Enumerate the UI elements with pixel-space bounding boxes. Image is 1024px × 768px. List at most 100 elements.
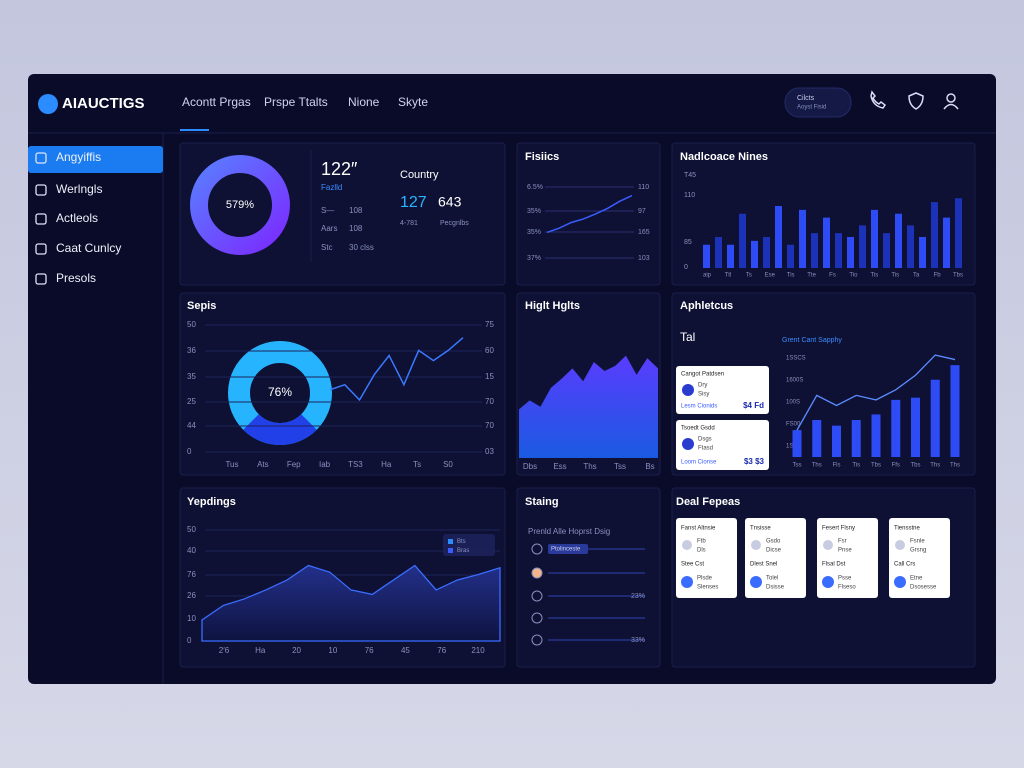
- axis-label: 75: [485, 320, 494, 329]
- card-row: Ftb: [697, 539, 706, 545]
- panel: [516, 142, 661, 286]
- bar: [739, 213, 746, 268]
- line-series: [546, 194, 633, 234]
- bar: [891, 399, 901, 457]
- card-row: Dry: [698, 383, 707, 389]
- axis-label: Fls: [833, 463, 841, 469]
- nav-tab[interactable]: Prspe Ttalts: [264, 95, 328, 109]
- bar: [787, 244, 794, 268]
- axis-label: Ths: [950, 463, 960, 469]
- bar: [799, 209, 806, 268]
- sidebar-active[interactable]: [28, 146, 163, 173]
- panel: [179, 292, 506, 476]
- axis-label: Fs: [829, 273, 836, 279]
- nav-tab[interactable]: Skyte: [398, 95, 428, 109]
- card-title: Cangot Patdsen: [681, 372, 724, 378]
- card-icon: [682, 384, 694, 396]
- user-icon[interactable]: [946, 93, 956, 103]
- panel-subtitle: Tal: [680, 330, 695, 344]
- card-icon: [822, 576, 834, 588]
- legend-label: Grent Cant Sapphy: [782, 337, 842, 344]
- card-row: Grsng: [910, 548, 926, 554]
- card-foot: Lesm Cionids: [681, 404, 717, 410]
- sidebar-icon: [35, 152, 47, 164]
- axis-label: 10: [328, 646, 337, 655]
- row-label: S—: [321, 206, 334, 215]
- row-label: Aars: [321, 224, 337, 233]
- axis-label: 35%: [527, 229, 541, 236]
- axis-label: Tis: [870, 273, 878, 279]
- card-heading: Dlest Snel: [750, 562, 777, 568]
- axis-label: FS00: [786, 422, 801, 428]
- axis-label: 20: [292, 646, 301, 655]
- axis-label: Bs: [645, 462, 654, 471]
- axis-label: 97: [638, 208, 646, 215]
- sidebar-item[interactable]: Presols: [56, 271, 96, 285]
- axis-label: 1600S: [786, 378, 803, 384]
- logo: [38, 94, 58, 114]
- bar: [930, 379, 940, 457]
- bar: [943, 217, 950, 268]
- bar: [775, 206, 782, 268]
- bar: [950, 365, 960, 457]
- sidebar-item[interactable]: Werlngls: [56, 182, 102, 196]
- sidebar-icon: [35, 273, 47, 285]
- row-percent: 33%: [631, 637, 645, 644]
- axis-label: Ths: [583, 462, 596, 471]
- bar: [835, 233, 842, 268]
- nav-tab[interactable]: Nione: [348, 95, 380, 109]
- axis-label: Tss: [614, 462, 626, 471]
- card-row: Gsdo: [766, 539, 781, 545]
- account-name[interactable]: Cilcts: [797, 95, 815, 102]
- row-percent: 23%: [631, 593, 645, 600]
- axis-label: 26: [187, 591, 196, 600]
- panel-subtitle: Prenld Alle Hoprst Dsig: [528, 527, 610, 536]
- panel-title: Yepdings: [187, 496, 236, 508]
- card-row: Dls: [697, 548, 706, 554]
- kpi-value: 122″: [321, 159, 358, 179]
- axis-label: Ffs: [892, 463, 900, 469]
- line-series: [796, 354, 956, 431]
- bar: [895, 213, 902, 268]
- row-value: 108: [349, 224, 363, 233]
- row-icon: [531, 590, 543, 602]
- kpi-sub: Fazlld: [321, 183, 342, 192]
- sidebar-item[interactable]: Caat Cunlcy: [56, 241, 121, 255]
- bar: [751, 240, 758, 268]
- card-value: $4 Fd: [743, 401, 764, 410]
- row-icon: [531, 567, 543, 579]
- panel-title: Aphletcus: [680, 300, 733, 312]
- axis-label: Tte: [807, 273, 816, 279]
- axis-label: 76: [187, 570, 196, 579]
- axis-label: 50: [187, 525, 196, 534]
- bar: [792, 430, 802, 457]
- account-sub[interactable]: Aoyst Fisid: [797, 105, 826, 111]
- card-row: Fsnle: [910, 539, 925, 545]
- bar: [871, 414, 881, 457]
- card-title: Tsoedt Gsdd: [681, 426, 715, 432]
- axis-label: Tus: [225, 460, 238, 469]
- sidebar-item[interactable]: Actleols: [56, 211, 98, 225]
- bar: [812, 420, 822, 457]
- axis-label: T45: [684, 172, 696, 179]
- sidebar-item[interactable]: Angyiffis: [56, 150, 101, 164]
- nav-tab[interactable]: Acontt Prgas: [182, 95, 251, 109]
- shield-icon[interactable]: [908, 92, 924, 110]
- bar: [911, 397, 920, 457]
- sidebar-icon: [35, 243, 47, 255]
- axis-label: 0: [187, 447, 192, 456]
- axis-label: Ese: [765, 273, 776, 279]
- card[interactable]: [676, 420, 769, 470]
- panel: [516, 487, 661, 668]
- phone-icon[interactable]: [870, 90, 887, 109]
- card-icon: [823, 540, 833, 550]
- card[interactable]: [676, 366, 769, 414]
- axis-label: 2′6: [219, 646, 230, 655]
- bar: [811, 233, 818, 268]
- account-pill[interactable]: [784, 87, 852, 118]
- area-series: [201, 564, 501, 642]
- axis-label: Tis: [891, 273, 899, 279]
- user-icon-body: [943, 103, 959, 110]
- bar: [703, 244, 710, 268]
- sidebar-icon: [35, 213, 47, 225]
